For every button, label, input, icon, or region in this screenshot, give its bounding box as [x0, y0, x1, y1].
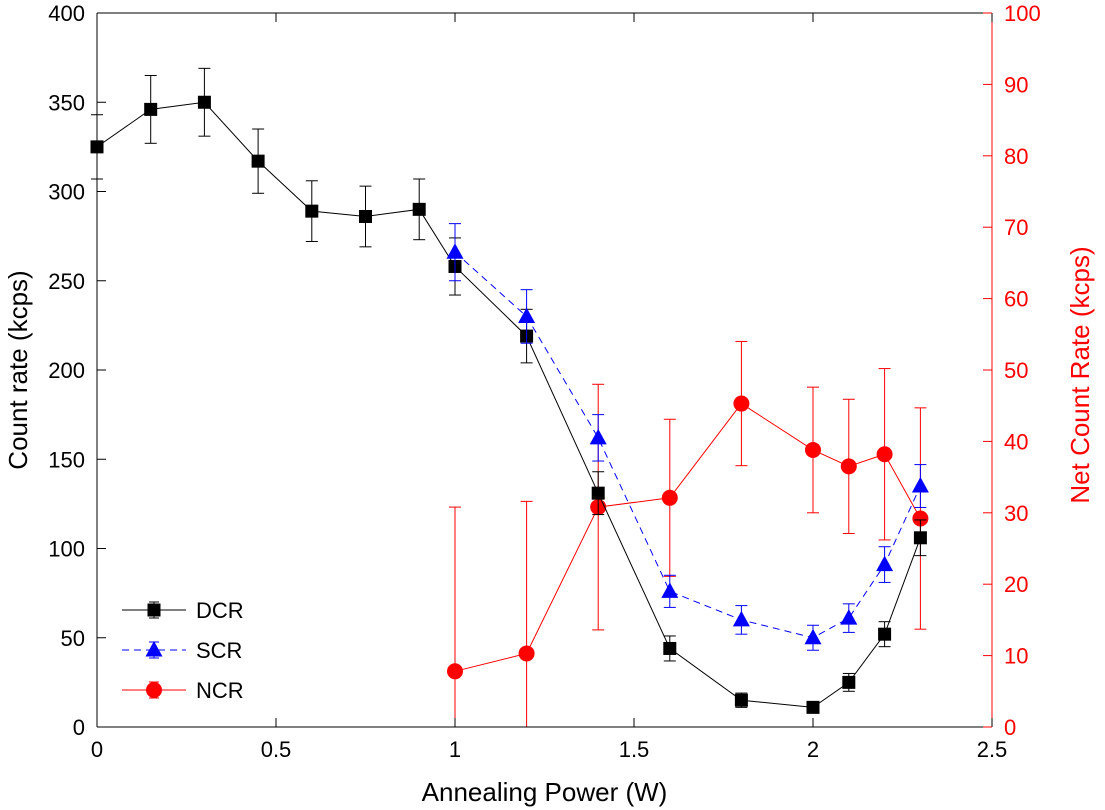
dcr-point — [842, 675, 856, 689]
scr-point — [446, 243, 464, 259]
plot-area — [90, 67, 929, 728]
dcr-point — [734, 693, 748, 707]
right-y-tick-label: 20 — [1004, 572, 1028, 597]
left-y-tick-label: 150 — [48, 447, 85, 472]
right-y-tick-label: 50 — [1004, 358, 1028, 383]
dcr-point — [806, 700, 820, 714]
dcr-point — [412, 202, 426, 216]
ncr-point — [518, 645, 535, 662]
left-y-tick-label: 200 — [48, 358, 85, 383]
right-y-tick-label: 90 — [1004, 72, 1028, 97]
legend-marker — [146, 682, 162, 698]
right-y-tick-label: 10 — [1004, 644, 1028, 669]
dcr-point — [663, 641, 677, 655]
dcr-point — [197, 95, 211, 109]
left-y-tick-label: 50 — [61, 626, 85, 651]
x-tick-label: 0 — [91, 737, 103, 762]
right-y-tick-label: 0 — [1004, 715, 1016, 740]
ncr-point — [805, 441, 821, 458]
legend-label: DCR — [196, 598, 244, 623]
ncr-errorbar — [449, 506, 461, 728]
right-y-tick-label: 30 — [1004, 501, 1028, 526]
ncr-point — [876, 446, 893, 463]
right-y-tick-label: 80 — [1004, 144, 1028, 169]
right-y-tick-label: 100 — [1004, 1, 1041, 26]
ncr-point — [733, 395, 750, 412]
scr-point — [804, 628, 822, 645]
x-tick-label: 1.5 — [619, 737, 650, 762]
dcr-point — [878, 627, 892, 641]
ncr-line — [454, 402, 921, 672]
ncr-point — [447, 663, 463, 680]
right-y-axis-title: Net Count Rate (kcps) — [1065, 246, 1095, 503]
scr-line — [454, 251, 921, 639]
ncr-point — [912, 510, 929, 527]
dcr-line — [96, 101, 921, 708]
series-dcr — [90, 67, 927, 714]
legend-label: NCR — [196, 678, 244, 703]
legend-label: SCR — [196, 638, 242, 663]
ncr-point — [661, 489, 678, 506]
legend-marker — [145, 641, 163, 657]
dcr-point — [913, 531, 927, 545]
scr-point — [876, 555, 894, 572]
dcr-point — [359, 209, 372, 223]
series-scr — [446, 223, 929, 651]
legend-marker — [147, 603, 161, 617]
ncr-point — [840, 458, 857, 475]
legend-entry-ncr: NCR — [122, 678, 244, 703]
legend: DCR SCR NCR — [122, 598, 244, 703]
ncr-errorbar — [520, 500, 533, 728]
left-y-axis-title: Count rate (kcps) — [3, 270, 33, 469]
right-y-tick-label: 70 — [1004, 215, 1028, 240]
legend-entry-scr: SCR — [122, 638, 242, 663]
left-y-tick-label: 250 — [48, 269, 85, 294]
left-y-tick-label: 400 — [48, 1, 85, 26]
scr-point — [518, 307, 536, 323]
dcr-point — [591, 486, 605, 500]
left-y-tick-label: 350 — [48, 90, 85, 115]
x-axis-title: Annealing Power (W) — [422, 777, 668, 807]
scr-point — [732, 610, 750, 627]
x-tick-label: 2 — [807, 737, 819, 762]
series-ncr — [447, 340, 929, 728]
right-y-tick-label: 40 — [1004, 429, 1028, 454]
dcr-point — [144, 102, 158, 116]
left-y-tick-label: 300 — [48, 180, 85, 205]
left-y-tick-label: 100 — [48, 537, 85, 562]
scr-point — [911, 477, 929, 493]
scr-point — [589, 428, 607, 445]
axes: 0 0.5 1 1.5 2 2.50501001502002503003504000102… — [3, 1, 1095, 807]
right-y-tick-label: 60 — [1004, 287, 1028, 312]
legend-entry-dcr: DCR — [122, 598, 244, 623]
x-tick-label: 0.5 — [261, 737, 292, 762]
left-y-tick-label: 0 — [73, 715, 85, 740]
scr-point — [840, 609, 858, 625]
dcr-point — [305, 204, 319, 218]
x-tick-label: 2.5 — [977, 737, 1008, 762]
dcr-point — [251, 154, 265, 168]
x-tick-label: 1 — [449, 737, 461, 762]
scr-point — [661, 582, 679, 598]
